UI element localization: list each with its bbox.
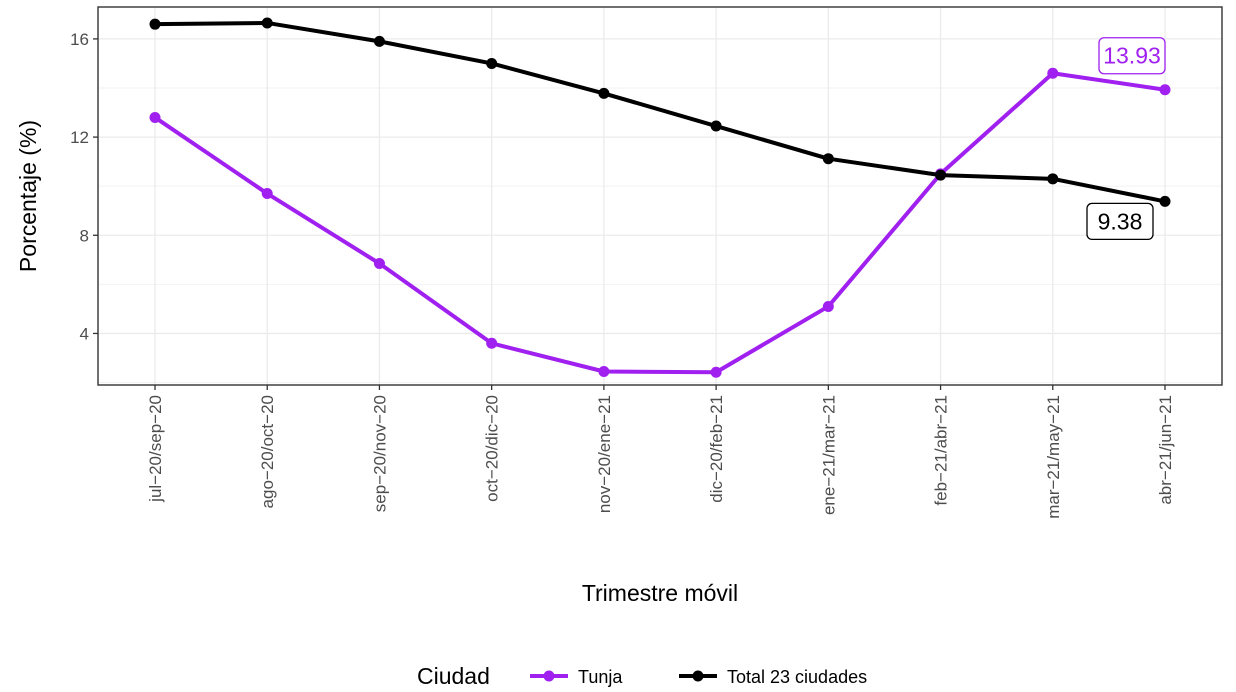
series-line [153, 20, 1167, 204]
legend-label: Tunja [578, 667, 623, 687]
data-point [822, 153, 834, 165]
legend-label: Total 23 ciudades [727, 667, 867, 687]
data-point [1047, 67, 1059, 79]
data-point [1159, 195, 1171, 207]
data-point [1047, 173, 1059, 185]
data-point [710, 120, 722, 132]
y-axis-title: Porcentaje (%) [15, 120, 41, 272]
end-label-1: 9.38 [1086, 202, 1154, 241]
data-point [149, 18, 161, 30]
end-label-box [1086, 202, 1154, 241]
legend: Ciudad Tunja Total 23 ciudades [417, 663, 867, 689]
x-tick-label: ene−21/mar−21 [819, 395, 838, 515]
legend-item-1: Total 23 ciudades [679, 667, 867, 687]
x-tick-label: abr−21/jun−21 [1156, 395, 1175, 505]
end-label-text: 9.38 [1098, 208, 1143, 234]
y-tick-label: 4 [80, 324, 89, 343]
data-point [822, 300, 834, 312]
data-point [935, 169, 947, 181]
series-1 [149, 17, 1171, 207]
end-label-box [1098, 37, 1166, 75]
data-point [261, 17, 273, 29]
data-point [598, 366, 610, 377]
x-tick-label: mar−21/may−21 [1044, 395, 1063, 519]
x-axis-title: Trimestre móvil [582, 580, 738, 606]
end-label-0: 13.93 [1098, 37, 1166, 75]
data-point [373, 35, 385, 47]
data-point [486, 337, 498, 349]
legend-key-point [543, 670, 555, 682]
axes: 4 8 12 16 jul−20/sep−20 ago−20/oct−20 sep−20/n… [70, 30, 1175, 519]
series [149, 17, 1171, 378]
data-point [149, 111, 161, 123]
x-tick-label: feb−21/abr−21 [932, 395, 951, 506]
data-point [373, 258, 385, 269]
data-point [710, 366, 722, 378]
panel-border [97, 6, 1223, 386]
y-tick-label: 12 [70, 128, 89, 147]
data-point [261, 188, 273, 200]
data-point [598, 87, 610, 99]
x-tick-label: sep−20/nov−20 [370, 395, 389, 512]
data-point [486, 57, 498, 69]
x-tick-label: jul−20/sep−20 [146, 395, 165, 503]
series-0 [149, 67, 1171, 378]
x-tick-label: dic−20/feb−21 [707, 395, 726, 503]
end-labels: 13.93 9.38 [1086, 37, 1166, 241]
end-label-text: 13.93 [1103, 43, 1161, 69]
x-tick-label: ago−20/oct−20 [258, 395, 277, 508]
y-tick-label: 16 [70, 30, 89, 49]
x-tick-label: nov−20/ene−21 [595, 395, 614, 513]
legend-item-0: Tunja [530, 667, 623, 687]
y-tick-label: 8 [80, 226, 89, 245]
x-tick-label: oct−20/dic−20 [483, 395, 502, 502]
legend-title: Ciudad [417, 663, 490, 689]
legend-items: Tunja Total 23 ciudades [530, 667, 867, 687]
series-line [153, 71, 1167, 375]
data-point [1159, 84, 1171, 96]
legend-key-point [692, 670, 704, 682]
